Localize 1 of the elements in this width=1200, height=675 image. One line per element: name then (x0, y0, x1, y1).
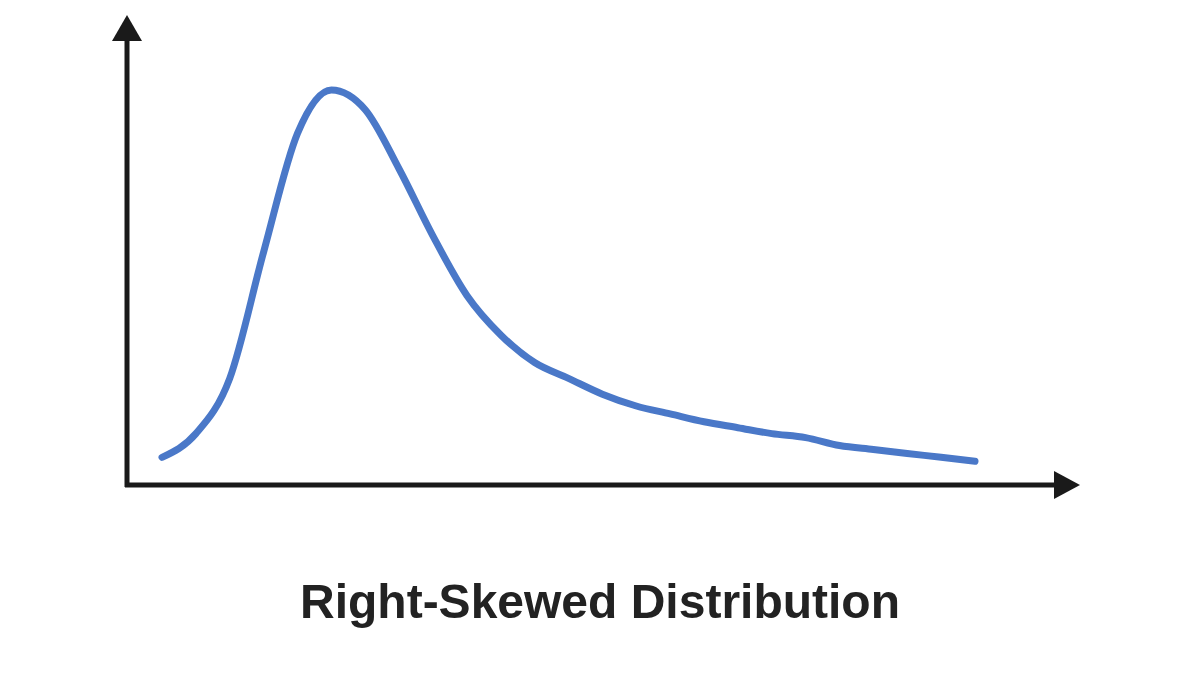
text: Right-Skewed Distribution (300, 575, 900, 628)
